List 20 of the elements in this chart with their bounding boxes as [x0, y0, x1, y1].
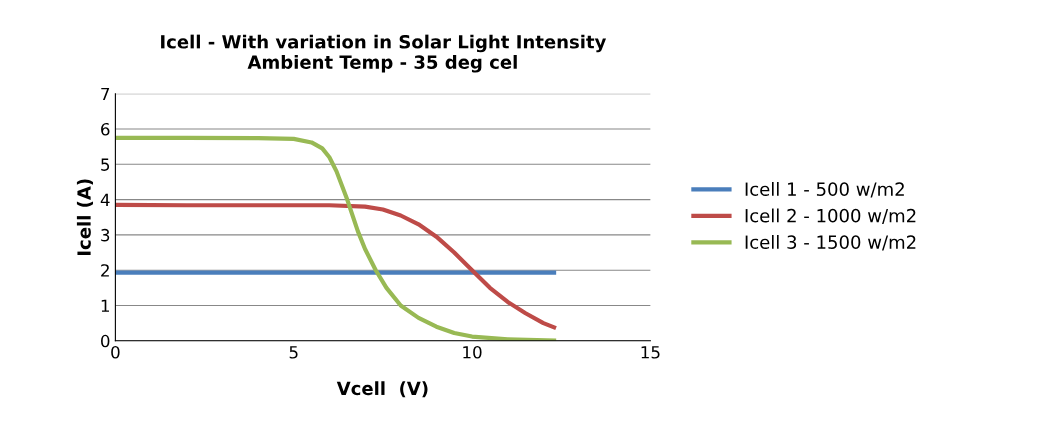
y-tick-label: 2: [101, 264, 109, 277]
y-tick-label: 7: [101, 87, 110, 101]
y-tick-label: 3: [101, 228, 110, 242]
x-tick-label: 0: [111, 345, 120, 359]
legend-label: Icell 3 - 1500 w/m2: [745, 235, 916, 251]
line-series: [115, 135, 557, 341]
y-tick-label: 4: [100, 193, 110, 206]
legend-label: Icell 1 - 500 w/m2: [745, 182, 904, 198]
x-tick-label: 15: [641, 346, 660, 359]
y-tick-label: 1: [101, 299, 109, 312]
legend-label: Icell 2 - 1000 w/m2: [745, 208, 916, 224]
y-tick-label: 5: [101, 158, 110, 171]
line-series: [115, 202, 557, 330]
y-axis-title: Icell (A): [76, 179, 93, 256]
x-axis-title: Vcell (V): [336, 381, 428, 398]
chart-title: Icell - With variation in Solar Light Intensity Ambient Temp - 35 deg cel: [161, 34, 607, 73]
x-tick-label: 5: [289, 346, 298, 359]
x-tick-label: 10: [463, 345, 482, 359]
y-tick-label: 6: [101, 122, 110, 136]
y-tick-label: 0: [101, 334, 110, 348]
